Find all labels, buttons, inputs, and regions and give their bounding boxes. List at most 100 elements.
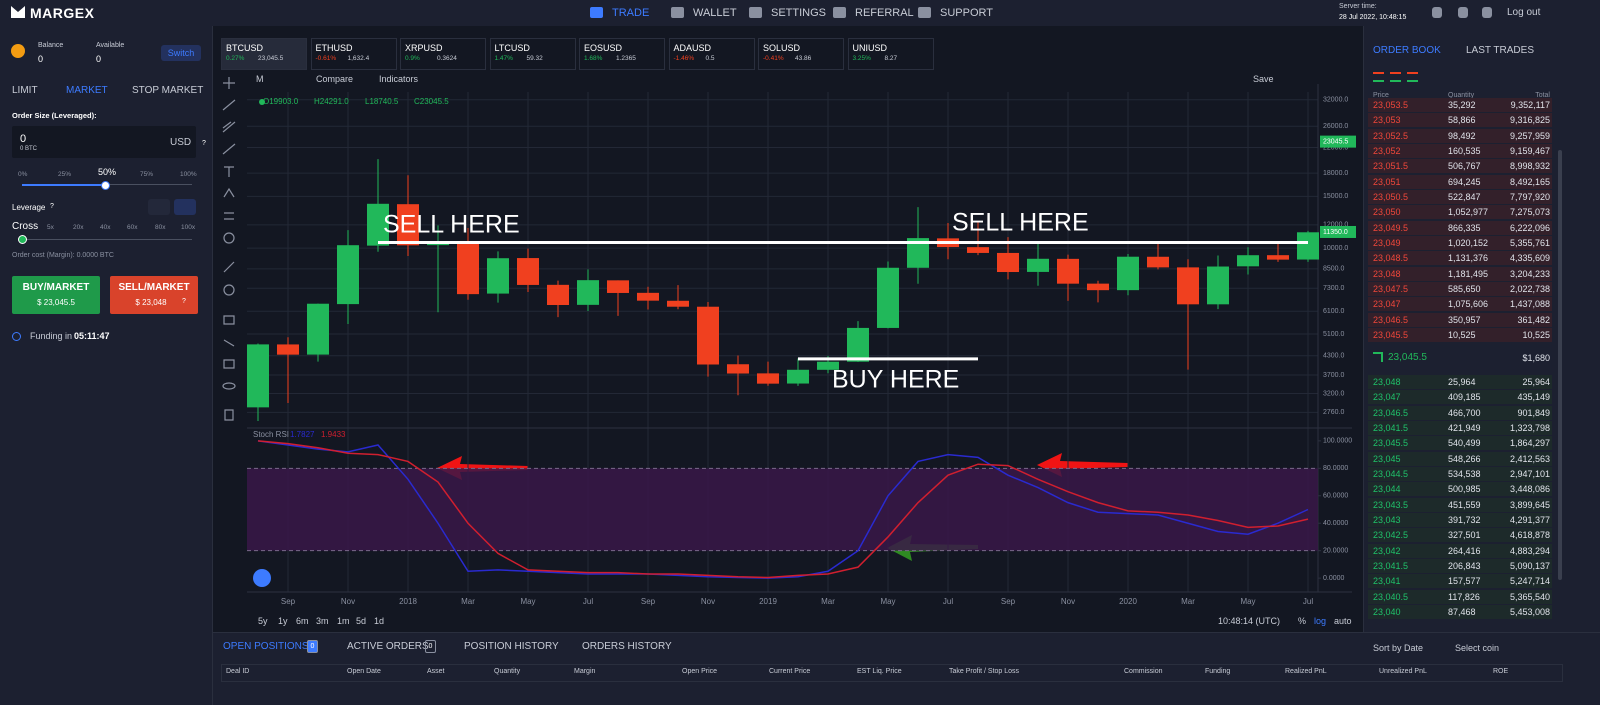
book-total: 3,899,645: [1509, 499, 1550, 510]
switch-button[interactable]: Switch: [161, 45, 201, 61]
nav-item[interactable]: REFERRAL: [855, 7, 914, 19]
book-qty: 206,843: [1448, 560, 1481, 571]
book-total: 5,453,008: [1509, 606, 1550, 617]
positions-tab[interactable]: ACTIVE ORDERS: [347, 641, 429, 652]
input-value: 0: [20, 133, 27, 145]
ticker-change: 0.27%: [226, 55, 245, 62]
ticker[interactable]: [579, 38, 665, 70]
nav-icon: [918, 7, 931, 18]
y-tick-label: 7300.0: [1323, 285, 1345, 292]
book-view[interactable]: [1407, 72, 1418, 82]
indicator-legend-value: 1.7827: [290, 430, 315, 439]
positions-tab[interactable]: OPEN POSITIONS: [223, 641, 309, 652]
depth-bar: [1368, 98, 1552, 112]
positions-tab[interactable]: ORDERS HISTORY: [582, 641, 672, 652]
book-qty: 540,499: [1448, 438, 1481, 449]
range-button[interactable]: 5d: [356, 616, 367, 626]
nav-item[interactable]: SETTINGS: [771, 7, 827, 19]
slider-knob[interactable]: [101, 181, 110, 190]
funding-time: 05:11:47: [74, 331, 110, 341]
x-tick-label: Jul: [943, 597, 953, 606]
book-tab[interactable]: ORDER BOOK: [1373, 45, 1441, 56]
order-tab[interactable]: LIMIT: [12, 85, 38, 96]
ticker[interactable]: [221, 38, 307, 70]
depth-bar: [1368, 436, 1552, 451]
scrollbar[interactable]: [1558, 150, 1562, 580]
ticker-price: 23,045.5: [258, 55, 284, 62]
range-button[interactable]: 5y: [258, 616, 268, 626]
ticker-change: -1.46%: [673, 55, 695, 62]
candle-body: [667, 300, 689, 307]
mode-button[interactable]: [174, 199, 196, 215]
last-price: 23,045.5: [1388, 352, 1427, 363]
book-qty: 466,700: [1448, 407, 1481, 418]
logout[interactable]: Log out: [1507, 7, 1541, 18]
positions-tab[interactable]: POSITION HISTORY: [464, 641, 559, 652]
book-total: 25,964: [1522, 377, 1550, 387]
save[interactable]: Save: [1253, 74, 1274, 84]
candle-body: [547, 284, 569, 305]
buy-button[interactable]: [12, 276, 100, 314]
column-header: Funding: [1205, 668, 1231, 675]
nav-item[interactable]: WALLET: [693, 7, 737, 19]
slider-knob[interactable]: [18, 235, 27, 244]
book-qty: 58,866: [1448, 115, 1476, 126]
order-tab[interactable]: STOP MARKET: [132, 85, 204, 96]
input-box[interactable]: [12, 126, 196, 158]
book-price: 23,041.5: [1373, 560, 1409, 571]
ohlc-legend: L18740.5: [365, 97, 399, 106]
scale-option[interactable]: %: [1298, 616, 1307, 626]
header-icon[interactable]: [1432, 7, 1442, 18]
book-total: 1,323,798: [1509, 422, 1550, 433]
leverage-mark: 60x: [127, 224, 138, 231]
edit-button[interactable]: [148, 199, 170, 215]
book-total: 9,257,959: [1509, 130, 1550, 141]
ticker[interactable]: [758, 38, 844, 70]
y-tick-label: 3700.0: [1323, 372, 1345, 379]
range-button[interactable]: 1m: [337, 616, 350, 626]
ticker[interactable]: [489, 38, 576, 70]
range-button[interactable]: 3m: [316, 616, 329, 626]
ticker[interactable]: [400, 38, 486, 70]
scale-option[interactable]: log: [1314, 616, 1327, 626]
y-tick-label: 3200.0: [1323, 390, 1345, 397]
book-view[interactable]: [1373, 72, 1384, 82]
coin-select[interactable]: Select coin: [1455, 643, 1500, 653]
column-header: Commission: [1124, 668, 1163, 675]
interval[interactable]: M: [256, 74, 264, 84]
ticker[interactable]: [310, 38, 397, 70]
header-icon[interactable]: [1458, 7, 1468, 18]
range-button[interactable]: 1d: [374, 616, 385, 626]
legend-dot: [259, 99, 265, 105]
range-button[interactable]: 6m: [296, 616, 309, 626]
scale-option[interactable]: auto: [1334, 616, 1352, 626]
depth-bar: [1368, 528, 1552, 543]
logo-button[interactable]: [253, 569, 271, 587]
order-tab[interactable]: MARKET: [66, 85, 108, 96]
ticker[interactable]: [847, 38, 934, 70]
tab-count: 0: [425, 640, 436, 653]
range-button[interactable]: 1y: [278, 616, 288, 626]
header-icon[interactable]: [1482, 7, 1492, 18]
book-price: 23,040: [1373, 606, 1401, 617]
size-mark: 75%: [140, 171, 154, 178]
depth-bar: [1368, 420, 1552, 435]
ticker-price: 1.2365: [616, 55, 636, 62]
book-tab[interactable]: LAST TRADES: [1466, 45, 1534, 56]
book-total: 7,797,920: [1509, 191, 1550, 202]
x-tick-label: May: [1240, 597, 1255, 606]
book-qty: 421,949: [1448, 422, 1481, 433]
candle-body: [907, 238, 929, 268]
ticker[interactable]: [668, 38, 755, 70]
help: ?: [202, 140, 206, 147]
nav-item[interactable]: SUPPORT: [940, 7, 993, 19]
compare[interactable]: Compare: [316, 74, 354, 84]
book-qty: 157,577: [1448, 576, 1481, 587]
indicators[interactable]: Indicators: [379, 74, 419, 84]
sort[interactable]: Sort by Date: [1373, 643, 1424, 653]
nav-item[interactable]: TRADE: [612, 7, 650, 19]
candle-body: [697, 306, 719, 365]
book-view[interactable]: [1390, 72, 1401, 82]
sell-button[interactable]: [110, 276, 198, 314]
